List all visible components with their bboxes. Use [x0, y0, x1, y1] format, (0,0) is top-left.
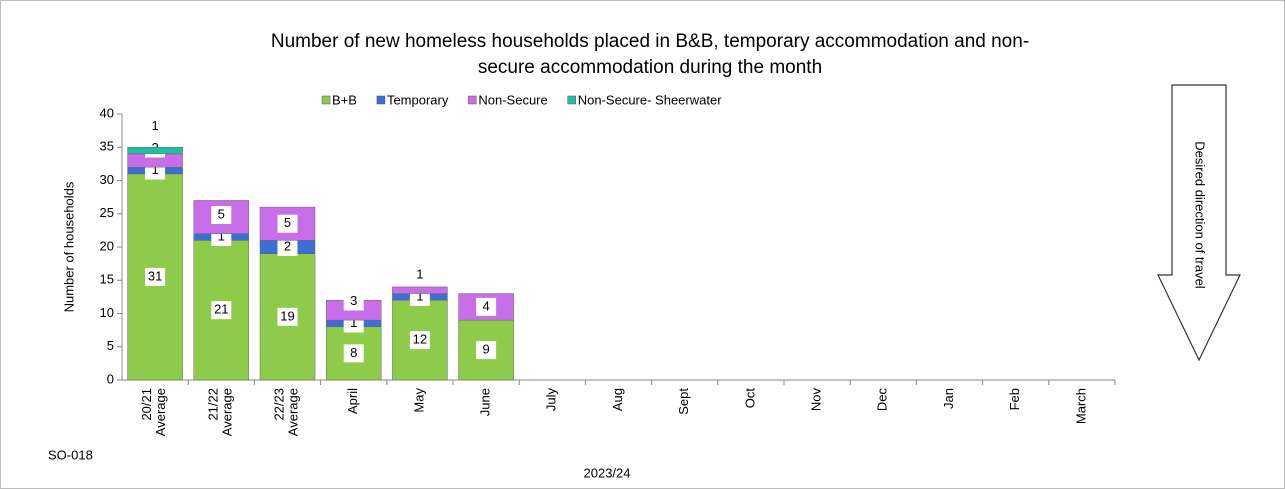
y-tick-label: 35	[100, 139, 114, 154]
data-label: 1	[416, 288, 423, 303]
data-label: 1	[218, 228, 225, 243]
data-label: 5	[218, 206, 225, 221]
legend-swatch	[567, 95, 576, 105]
x-tick-label: June	[478, 388, 493, 416]
x-tick-label: Sept	[676, 388, 691, 415]
y-tick-label: 40	[100, 105, 114, 120]
data-label: 1	[350, 315, 357, 330]
annotation: SO-018	[48, 447, 93, 462]
data-label-box	[343, 292, 364, 311]
x-tick-label: Nov	[809, 388, 824, 412]
data-label-box	[409, 265, 430, 284]
legend-label: B+B	[332, 92, 357, 107]
bar-segment	[127, 147, 183, 155]
data-label-box	[277, 238, 298, 256]
data-label-box	[476, 297, 497, 316]
data-label-box	[277, 307, 298, 326]
x-tick-label: Feb	[1007, 388, 1022, 410]
data-label: 9	[482, 342, 489, 357]
x-tick-label: March	[1073, 388, 1088, 424]
chart-title: Number of new homeless households placed…	[271, 31, 1029, 52]
x-axis-label: 2023/24	[584, 465, 631, 480]
x-tick-label: 20/21Average	[140, 388, 169, 436]
data-label: 4	[482, 298, 489, 313]
y-tick-label: 25	[100, 205, 114, 220]
data-label: 5	[284, 215, 291, 230]
y-tick-label: 20	[100, 238, 114, 253]
legend-swatch	[376, 95, 386, 105]
y-tick-label: 30	[100, 172, 114, 187]
x-tick-label: Dec	[875, 388, 890, 412]
data-label-box	[277, 214, 298, 233]
data-label: 1	[151, 162, 158, 177]
data-label: 2	[284, 238, 291, 253]
data-label: 19	[280, 308, 294, 323]
data-label-box	[211, 301, 232, 320]
legend-label: Non-Secure- Sheerwater	[578, 92, 722, 107]
x-tick-label: Oct	[742, 388, 757, 409]
x-tick-label: Aug	[610, 388, 625, 411]
x-tick-label: Jan	[941, 388, 956, 409]
x-tick-label: July	[544, 388, 559, 412]
x-tick-label: May	[411, 388, 426, 413]
y-tick-label: 15	[100, 272, 114, 287]
data-label: 3	[350, 293, 357, 308]
data-label-box	[409, 331, 430, 350]
legend-swatch	[468, 95, 477, 105]
data-label-box	[476, 341, 497, 360]
y-axis-label: Number of households	[61, 181, 76, 312]
data-label: 1	[151, 118, 158, 133]
bar-segment	[392, 286, 448, 294]
direction-arrow	[1157, 84, 1241, 362]
data-label: 31	[148, 268, 162, 283]
x-tick-label: 21/22Average	[206, 388, 235, 436]
y-tick-label: 10	[100, 305, 114, 320]
legend-label: Non-Secure	[478, 92, 547, 107]
legend-swatch	[321, 95, 331, 105]
data-label-box	[211, 206, 232, 225]
data-label: 12	[413, 332, 427, 347]
data-label-box	[343, 344, 364, 363]
data-label: 8	[350, 345, 357, 360]
x-tick-label: April	[345, 388, 360, 414]
data-label-box	[145, 267, 166, 286]
y-tick-label: 0	[107, 371, 114, 386]
data-label: 1	[416, 266, 423, 281]
data-label: 21	[214, 302, 228, 317]
chart-title: secure accommodation during the month	[478, 57, 822, 78]
y-tick-label: 5	[107, 338, 114, 353]
legend-label: Temporary	[387, 92, 449, 107]
x-tick-label: 22/23Average	[272, 388, 301, 436]
direction-note: Desired direction of travel	[1193, 141, 1208, 289]
